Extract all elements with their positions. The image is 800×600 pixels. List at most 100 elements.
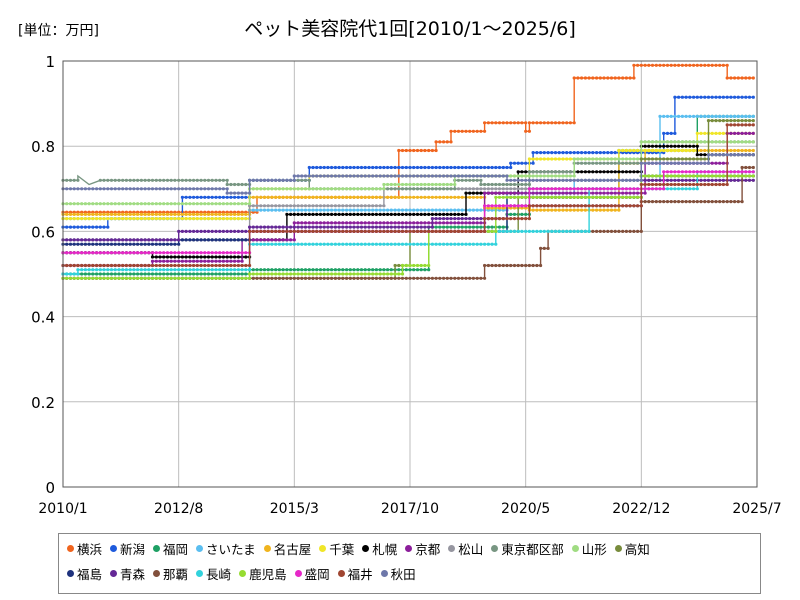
data-point [654, 161, 658, 165]
data-point [117, 268, 121, 272]
data-point [710, 63, 714, 67]
data-point [542, 246, 546, 250]
data-point [83, 225, 87, 229]
data-point [330, 212, 334, 216]
data-point [206, 238, 211, 242]
data-point [509, 204, 513, 208]
data-point [665, 187, 670, 191]
data-point [501, 225, 505, 229]
data-point [289, 272, 293, 276]
data-point [150, 255, 155, 259]
data-point [695, 174, 699, 178]
data-point [419, 268, 423, 272]
data-point [195, 178, 199, 182]
data-point [363, 272, 367, 276]
data-point [542, 151, 546, 155]
data-point [221, 268, 225, 272]
data-point [475, 165, 479, 170]
data-point [718, 95, 722, 99]
data-point [109, 202, 114, 206]
data-point [289, 276, 293, 280]
data-point [158, 202, 162, 206]
data-point [427, 165, 431, 170]
data-point [456, 129, 461, 133]
data-point [490, 217, 494, 221]
data-point [210, 276, 214, 280]
data-point [143, 272, 147, 276]
data-point [483, 129, 487, 133]
data-point [229, 195, 233, 199]
data-point [274, 276, 278, 280]
data-point [195, 259, 199, 263]
data-point [583, 191, 588, 195]
data-point [195, 251, 199, 255]
data-point [546, 157, 550, 161]
data-point [393, 229, 397, 233]
data-point [318, 208, 323, 212]
data-point [289, 204, 293, 208]
data-point [333, 204, 337, 208]
x-tick-label: 2025/7 [732, 501, 781, 517]
data-point [602, 151, 606, 155]
data-point [113, 217, 117, 221]
data-point [315, 229, 319, 233]
data-point [479, 187, 483, 191]
data-point [535, 195, 539, 199]
data-point [747, 140, 752, 144]
data-point [173, 255, 177, 259]
data-point [639, 63, 643, 67]
data-point [333, 174, 337, 178]
data-point [345, 195, 349, 199]
data-point [684, 63, 688, 67]
data-point [486, 174, 490, 178]
data-point [240, 268, 244, 272]
data-point [330, 174, 334, 178]
data-point [352, 165, 356, 170]
data-point [203, 217, 207, 221]
data-point [434, 276, 438, 280]
data-point [546, 191, 550, 195]
data-point [333, 187, 337, 191]
data-point [341, 187, 345, 191]
data-point [412, 208, 416, 212]
data-point [121, 242, 125, 246]
data-point [430, 242, 434, 246]
data-point [147, 217, 151, 221]
data-point [628, 178, 632, 182]
data-point [113, 251, 117, 255]
data-point [460, 221, 464, 225]
data-point [706, 95, 711, 99]
data-point [72, 242, 76, 246]
data-point [733, 148, 737, 153]
data-point [695, 170, 699, 174]
data-point [318, 212, 323, 216]
legend-label: 札幌 [372, 541, 398, 557]
data-point [371, 242, 375, 246]
data-point [150, 202, 155, 206]
data-point [236, 259, 240, 263]
data-point [546, 208, 550, 212]
data-point [80, 210, 84, 214]
data-point [109, 276, 114, 280]
data-point [591, 170, 595, 174]
data-point [553, 229, 558, 233]
data-point [449, 229, 453, 233]
data-point [113, 212, 117, 216]
data-point [658, 161, 662, 165]
data-point [751, 131, 755, 135]
data-point [240, 191, 244, 195]
data-point [475, 217, 479, 221]
data-point [684, 114, 688, 118]
data-point [542, 204, 546, 208]
data-point [591, 229, 595, 233]
data-point [415, 195, 420, 199]
data-point [430, 225, 434, 229]
data-point [154, 255, 158, 259]
data-point [147, 272, 151, 276]
data-point [442, 208, 446, 212]
data-point [744, 178, 748, 182]
data-point [692, 140, 696, 144]
data-point [180, 272, 184, 276]
data-point [98, 242, 102, 246]
data-point [632, 178, 636, 182]
